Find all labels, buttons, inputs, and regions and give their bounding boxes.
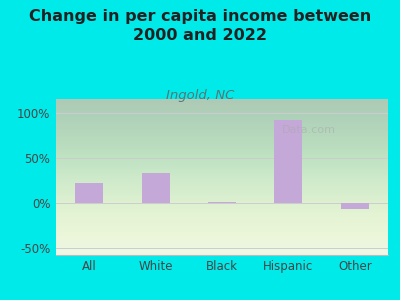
Text: Change in per capita income between
2000 and 2022: Change in per capita income between 2000…: [29, 9, 371, 43]
Text: Ingold, NC: Ingold, NC: [166, 88, 234, 101]
Bar: [75, 183, 103, 203]
Text: Data.com: Data.com: [282, 125, 336, 135]
Bar: [274, 120, 302, 203]
Bar: [142, 173, 170, 203]
Bar: [341, 203, 369, 209]
Bar: [208, 202, 236, 203]
